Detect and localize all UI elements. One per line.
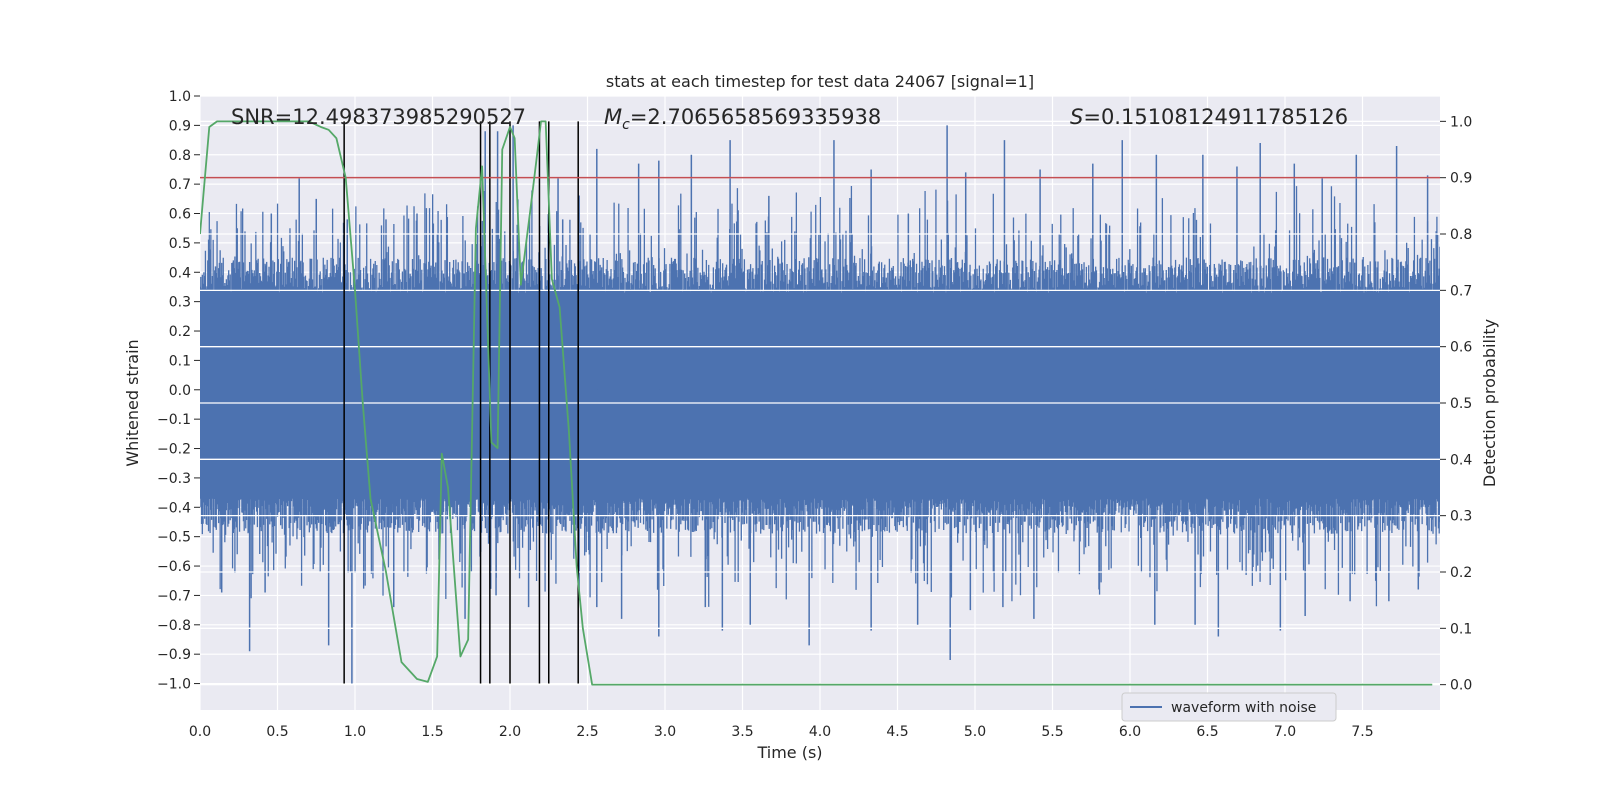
y-tick-label: −0.9	[157, 647, 191, 663]
x-tick-label: 4.5	[886, 724, 908, 740]
y2-tick-label: 0.2	[1450, 565, 1472, 581]
y-axis-label: Whitened strain	[123, 339, 142, 466]
s-value: =0.15108124911785126	[1083, 105, 1348, 129]
s-symbol: S	[1070, 105, 1083, 129]
waveform-noise-trace	[200, 186, 1440, 607]
legend: waveform with noise	[1121, 692, 1337, 722]
y2-tick-label: 0.3	[1450, 509, 1472, 525]
legend-box	[1121, 692, 1337, 722]
x-tick-label: 2.0	[499, 724, 521, 740]
y-tick-label: 0.8	[169, 148, 191, 164]
y-tick-label: −0.5	[157, 530, 191, 546]
x-axis-label: Time (s)	[756, 743, 822, 762]
y2-axis-label: Detection probability	[1480, 319, 1499, 487]
y-tick-label: −0.3	[157, 471, 191, 487]
y-tick-label: 0.0	[169, 383, 191, 399]
x-tick-label: 7.0	[1274, 724, 1296, 740]
chirp-mass-subscript: c	[622, 117, 630, 133]
x-tick-label: 0.0	[189, 724, 211, 740]
x-tick-label: 7.5	[1351, 724, 1373, 740]
x-tick-label: 2.5	[576, 724, 598, 740]
x-tick-label: 4.0	[809, 724, 831, 740]
y2-tick-label: 0.9	[1450, 171, 1472, 187]
x-tick-label: 6.0	[1119, 724, 1141, 740]
y-axis-ticks: 1.0 0.9 0.8 0.7 0.6 0.5 0.4 0.3 0.2 0.1 0.0 −0.1 −0.…	[157, 89, 200, 693]
y-tick-label: 0.3	[169, 295, 191, 311]
y2-tick-label: 0.1	[1450, 621, 1472, 637]
y-tick-label: −1.0	[157, 677, 191, 693]
y-tick-label: −0.8	[157, 618, 191, 634]
y-tick-label: −0.1	[157, 412, 191, 428]
y2-tick-label: 0.8	[1450, 227, 1472, 243]
y2-tick-label: 0.5	[1450, 396, 1472, 412]
x-tick-label: 3.0	[654, 724, 676, 740]
snr-annotation: SNR=12.498373985290527	[231, 105, 526, 129]
y2-tick-label: 0.4	[1450, 452, 1472, 468]
y-tick-label: −0.7	[157, 588, 191, 604]
x-tick-label: 1.5	[421, 724, 443, 740]
series-detection-probability	[200, 120, 1433, 686]
detection-probability-line	[200, 120, 1433, 686]
series-waveform-with-noise	[200, 125, 1440, 684]
x-tick-label: 3.5	[731, 724, 753, 740]
y2-axis-ticks: 1.0 0.9 0.8 0.7 0.6 0.5 0.4 0.3 0.2 0.1 0.0	[1440, 114, 1472, 694]
y-tick-label: 0.4	[169, 265, 191, 281]
y-tick-label: 0.9	[169, 118, 191, 134]
y2-tick-label: 1.0	[1450, 114, 1472, 130]
chirp-mass-annotation: Mc=2.7065658569335938	[604, 105, 881, 133]
y-tick-label: −0.4	[157, 500, 191, 516]
chirp-mass-value: =2.7065658569335938	[630, 105, 881, 129]
legend-label: waveform with noise	[1171, 700, 1316, 716]
x-axis-ticks: 0.0 0.5 1.0 1.5 2.0 2.5 3.0 3.5 4.0 4.5 5.0 5.5 6.0 6…	[189, 724, 1374, 740]
chart-title: stats at each timestep for test data 240…	[606, 72, 1034, 91]
y-tick-label: 0.6	[169, 207, 191, 223]
y-tick-label: 1.0	[169, 89, 191, 105]
x-tick-label: 6.5	[1196, 724, 1218, 740]
x-tick-label: 5.5	[1041, 724, 1063, 740]
y-tick-label: 0.2	[169, 324, 191, 340]
y2-tick-label: 0.7	[1450, 283, 1472, 299]
x-tick-label: 0.5	[266, 724, 288, 740]
y-tick-label: 0.1	[169, 353, 191, 369]
x-tick-label: 1.0	[344, 724, 366, 740]
y2-tick-label: 0.0	[1450, 678, 1472, 694]
y-tick-label: −0.6	[157, 559, 191, 575]
y-tick-label: 0.7	[169, 177, 191, 193]
y-tick-label: −0.2	[157, 442, 191, 458]
y-tick-label: 0.5	[169, 236, 191, 252]
x-tick-label: 5.0	[964, 724, 986, 740]
chirp-mass-symbol: M	[604, 105, 622, 129]
s-annotation: S=0.15108124911785126	[1070, 105, 1348, 129]
y2-tick-label: 0.6	[1450, 340, 1472, 356]
